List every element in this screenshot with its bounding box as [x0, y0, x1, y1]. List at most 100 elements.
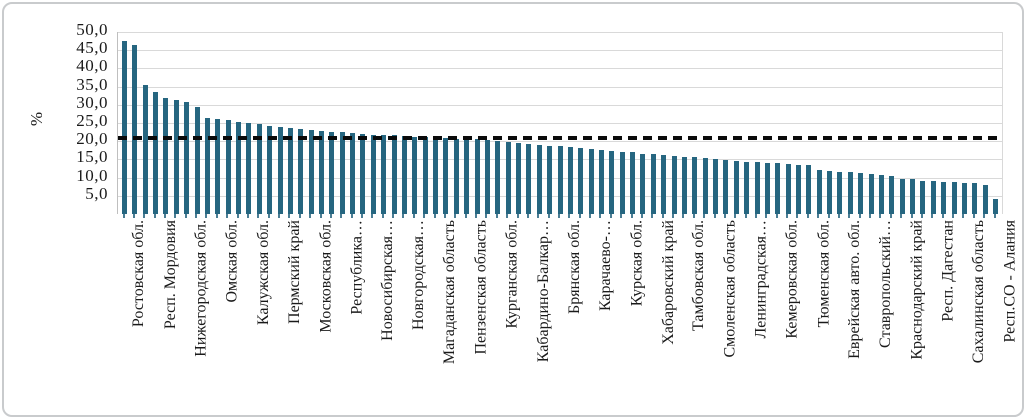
bar [453, 138, 459, 214]
bar [153, 91, 159, 214]
category-tick [309, 214, 312, 218]
category-tick [931, 214, 934, 218]
category-tick [672, 214, 675, 218]
category-tick [485, 214, 488, 218]
category-tick [713, 214, 716, 218]
category-tick [640, 214, 643, 218]
bar [422, 137, 428, 214]
bar [837, 171, 843, 214]
bar [339, 132, 345, 214]
category-tick [246, 214, 249, 218]
category-tick [879, 214, 882, 218]
bar [764, 162, 770, 214]
bar [474, 139, 480, 214]
gridline [118, 32, 1002, 33]
bar [267, 125, 273, 214]
bar [775, 163, 781, 214]
bar [671, 155, 677, 214]
category-tick [153, 214, 156, 218]
bar [993, 199, 998, 214]
category-tick [433, 214, 436, 218]
bar [878, 175, 884, 214]
category-tick [537, 214, 540, 218]
bar [557, 146, 563, 214]
bar [173, 100, 179, 214]
bar [754, 162, 760, 214]
bar [744, 161, 750, 214]
bar [816, 170, 822, 214]
bar [650, 154, 656, 214]
category-tick [723, 214, 726, 218]
category-tick [267, 214, 270, 218]
category-tick [599, 214, 602, 218]
bar [910, 179, 916, 214]
bar [236, 122, 242, 214]
category-tick [443, 214, 446, 218]
bar [806, 165, 812, 214]
category-tick [651, 214, 654, 218]
category-tick [661, 214, 664, 218]
category-tick [744, 214, 747, 218]
bar [319, 131, 324, 214]
y-tick-label: 30,0 [76, 92, 108, 112]
category-tick [910, 214, 913, 218]
bar [132, 45, 138, 214]
category-tick [682, 214, 685, 218]
bar [982, 185, 988, 214]
y-tick-label: 25,0 [76, 111, 108, 130]
bar [381, 135, 387, 214]
y-tick-label: 20,0 [76, 129, 108, 149]
bar [785, 163, 791, 214]
bar [360, 133, 366, 214]
category-tick [993, 214, 996, 218]
y-tick-label: 40,0 [76, 56, 108, 76]
bar [526, 144, 532, 214]
category-tick [402, 214, 405, 218]
bar [795, 164, 801, 214]
category-tick [143, 214, 146, 218]
bar [505, 142, 511, 214]
bar [308, 130, 314, 214]
bar [184, 102, 190, 214]
category-tick [765, 214, 768, 218]
category-tick [184, 214, 187, 218]
bar [941, 181, 947, 214]
bar [920, 180, 926, 214]
category-tick [786, 214, 789, 218]
category-tick [827, 214, 830, 218]
bar [464, 139, 470, 214]
bar [578, 148, 584, 214]
bar [723, 159, 729, 214]
category-tick [371, 214, 374, 218]
category-tick [568, 214, 571, 218]
bar [370, 134, 376, 214]
gridline [118, 68, 1002, 70]
category-tick [962, 214, 965, 218]
bar [692, 157, 698, 214]
bar [277, 127, 283, 214]
category-tick [163, 214, 166, 218]
category-tick [889, 214, 892, 218]
bar [443, 138, 449, 214]
category-tick [755, 214, 757, 218]
bar [350, 133, 356, 214]
category-tick [578, 214, 581, 218]
bar [225, 119, 231, 214]
bar [412, 136, 418, 214]
bar [329, 131, 335, 214]
bar [598, 150, 604, 214]
category-tick [972, 214, 975, 218]
bar [163, 97, 169, 214]
category-tick [796, 214, 799, 218]
category-tick [941, 214, 944, 218]
bar [961, 182, 967, 214]
category-tick [837, 214, 840, 218]
category-tick [454, 214, 457, 218]
bar [433, 137, 439, 214]
category-tick [609, 214, 612, 218]
gridline [118, 123, 1002, 124]
category-tick [195, 214, 198, 218]
bar [827, 170, 833, 214]
